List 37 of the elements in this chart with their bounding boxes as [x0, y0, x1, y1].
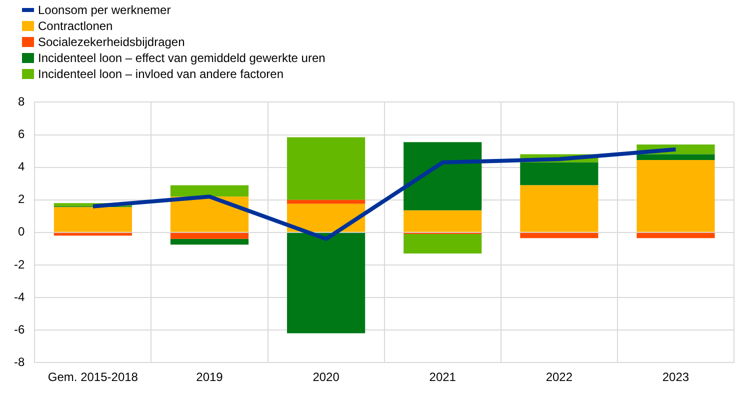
bar — [54, 232, 132, 236]
bar — [287, 137, 366, 200]
bar — [54, 207, 132, 232]
bar — [636, 232, 715, 238]
bar — [636, 154, 715, 160]
x-tick-label: Gem. 2015-2018 — [48, 370, 138, 384]
y-tick-label: 0 — [18, 224, 25, 239]
legend-label: Loonsom per werknemer — [38, 2, 171, 18]
x-tick-label: 2022 — [546, 370, 573, 384]
bar — [170, 185, 249, 197]
bar — [287, 200, 366, 204]
bar — [287, 232, 366, 334]
bar — [636, 160, 715, 232]
bar — [520, 185, 598, 232]
y-tick-label: 8 — [18, 94, 25, 109]
legend-label: Contractlonen — [38, 18, 113, 34]
x-tick-label: 2023 — [662, 370, 690, 384]
bar — [170, 238, 249, 245]
bar — [520, 232, 598, 238]
y-tick-label: -6 — [14, 322, 25, 336]
y-tick-label: -8 — [14, 354, 25, 369]
x-tick-label: 2019 — [196, 370, 224, 384]
y-tick-label: 4 — [18, 160, 25, 174]
y-tick-label: 2 — [18, 192, 25, 206]
y-tick-label: -2 — [14, 257, 25, 272]
bar — [404, 210, 482, 232]
bar — [170, 232, 249, 239]
bar — [404, 234, 482, 254]
y-tick-label: -4 — [14, 290, 25, 304]
bar — [520, 162, 598, 186]
legend-label: Socialezekerheidsbijdragen — [38, 34, 185, 50]
y-tick-label: 6 — [18, 127, 25, 142]
x-tick-label: 2020 — [312, 370, 340, 384]
bar — [404, 142, 482, 210]
x-tick-label: 2021 — [429, 370, 456, 384]
legend-label: Incidenteel loon – invloed van andere factoren — [38, 66, 284, 82]
legend-label: Incidenteel loon – effect van gemiddeld gewerkte uren — [38, 50, 326, 66]
